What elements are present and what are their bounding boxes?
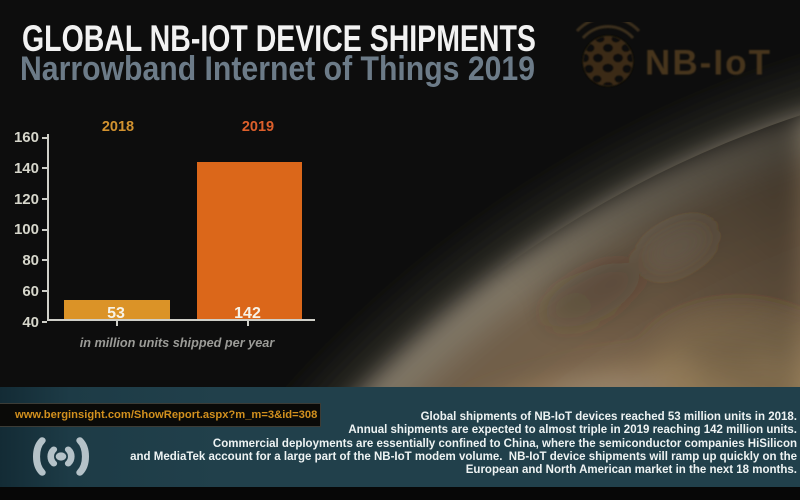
svg-text:NB-IoT: NB-IoT — [645, 44, 770, 83]
